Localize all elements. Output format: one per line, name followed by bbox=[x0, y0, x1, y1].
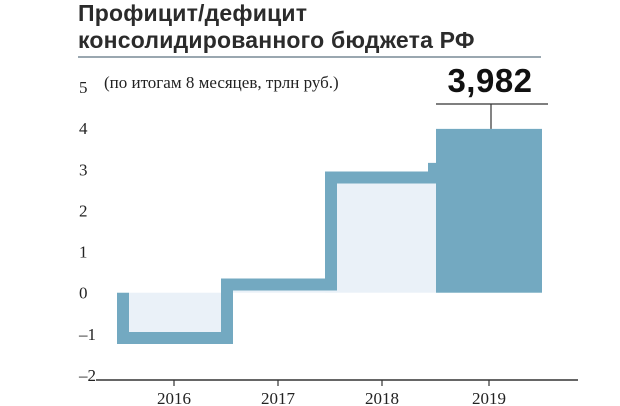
y-tick-label: 5 bbox=[79, 78, 88, 97]
step-band bbox=[117, 162, 440, 344]
y-tick-label: –1 bbox=[78, 325, 96, 344]
highlight-value-label: 3,982 bbox=[447, 62, 533, 99]
chart-title-line1: Профицит/дефицит bbox=[78, 0, 308, 26]
x-tick-label: 2018 bbox=[365, 389, 399, 406]
x-tick-label: 2017 bbox=[261, 389, 296, 406]
y-tick-label: 2 bbox=[79, 201, 88, 220]
chart-subtitle: (по итогам 8 месяцев, трлн руб.) bbox=[104, 73, 339, 92]
y-tick-label: 4 bbox=[79, 119, 88, 138]
bar-2018 bbox=[325, 177, 440, 293]
bar-2019 bbox=[436, 128, 542, 293]
chart-title: Профицит/дефицит консолидированного бюдж… bbox=[78, 0, 608, 54]
x-tick-label: 2016 bbox=[157, 389, 191, 406]
y-tick-label: –2 bbox=[78, 366, 96, 385]
y-tick-label: 0 bbox=[79, 284, 88, 303]
chart-title-line2: консолидированного бюджета РФ bbox=[78, 27, 475, 53]
bar-2016 bbox=[117, 292, 233, 338]
x-tick-label: 2019 bbox=[472, 389, 506, 406]
title-divider bbox=[78, 56, 541, 58]
y-tick-label: 3 bbox=[79, 160, 88, 179]
y-tick-label: 1 bbox=[79, 243, 88, 262]
